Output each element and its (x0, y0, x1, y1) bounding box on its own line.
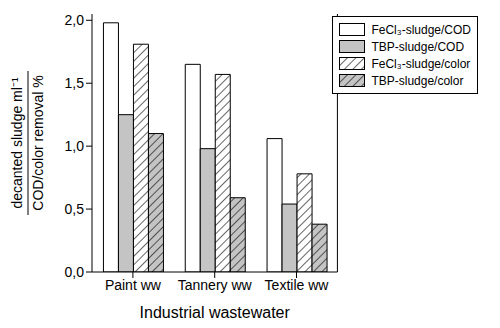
svg-text:2,0: 2,0 (65, 12, 85, 28)
svg-text:1,5: 1,5 (65, 75, 85, 91)
svg-text:decanted sludge ml⁻¹: decanted sludge ml⁻¹ (9, 77, 25, 208)
svg-text:Tannery ww: Tannery ww (178, 277, 253, 293)
svg-text:Industrial wastewater: Industrial wastewater (140, 304, 291, 320)
svg-text:Paint ww: Paint ww (105, 277, 162, 293)
html-text:FeCl₃-sludge/COD: FeCl₃-sludge/COD (371, 22, 471, 37)
html-text:FeCl₃-sludge/color: FeCl₃-sludge/color (371, 56, 471, 71)
svg-text:Textile ww: Textile ww (265, 277, 330, 293)
svg-text:0,0: 0,0 (65, 264, 85, 280)
html-text:TBP-sludge/COD: TBP-sludge/COD (371, 39, 465, 54)
svg-text:1,0: 1,0 (65, 138, 85, 154)
svg-text:0,5: 0,5 (65, 201, 85, 217)
html-text:TBP-sludge/color: TBP-sludge/color (371, 73, 464, 88)
svg-text:COD/color removal %: COD/color removal % (30, 75, 46, 210)
